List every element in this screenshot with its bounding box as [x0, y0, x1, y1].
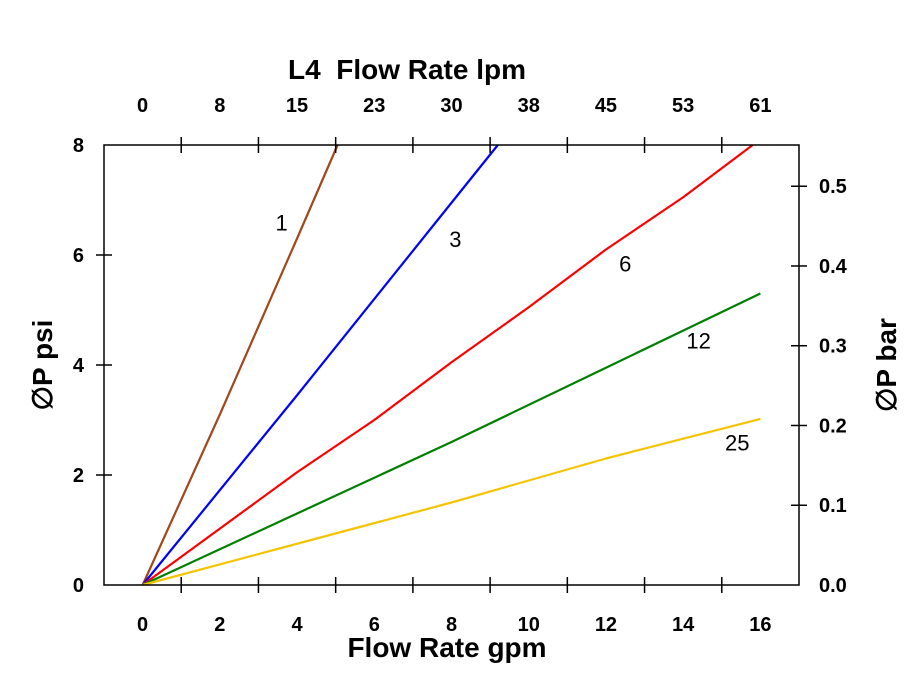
- y-tick-label: 0: [73, 575, 84, 597]
- x2-tick-label: 38: [518, 95, 540, 117]
- y-tick-label: 8: [73, 135, 84, 157]
- x-tick-label: 2: [214, 614, 225, 636]
- y-tick-label: 2: [73, 465, 84, 487]
- ticks: [96, 137, 807, 593]
- x-axis-label: Flow Rate gpm: [347, 632, 546, 663]
- chart-title: L4 Flow Rate lpm: [288, 54, 526, 85]
- y2-tick-label: 0.2: [819, 415, 847, 437]
- y-tick-label: 6: [73, 245, 84, 267]
- x2-tick-label: 61: [749, 95, 771, 117]
- y2-axis-label: ∅P bar: [871, 318, 902, 412]
- x-tick-label: 14: [672, 614, 695, 636]
- curve-label-6: 6: [619, 252, 631, 277]
- x2-tick-label: 0: [137, 95, 148, 117]
- series-line-1: [141, 144, 339, 586]
- curves: [141, 144, 761, 587]
- x-tick-label: 10: [518, 614, 540, 636]
- x-tick-label: 12: [595, 614, 617, 636]
- plot-frame: [103, 144, 800, 586]
- x-tick-label: 16: [749, 614, 771, 636]
- curve-label-12: 12: [686, 329, 710, 354]
- series-line-12: [142, 292, 761, 586]
- x2-tick-label: 30: [440, 95, 462, 117]
- curve-label-25: 25: [725, 430, 749, 455]
- y2-tick-label: 0.4: [819, 256, 848, 278]
- curve-label-3: 3: [449, 227, 461, 252]
- y-tick-label: 4: [73, 355, 85, 377]
- series-line-6: [141, 144, 754, 586]
- y2-tick-label: 0.1: [819, 495, 847, 517]
- x-tick-label: 8: [446, 614, 457, 636]
- y-axis-label: ∅P psi: [27, 320, 58, 411]
- x-tick-label: 6: [369, 614, 380, 636]
- x2-tick-label: 23: [363, 95, 385, 117]
- y2-tick-label: 0.3: [819, 336, 847, 358]
- y2-tick-label: 0.0: [819, 575, 847, 597]
- x2-tick-label: 53: [672, 95, 694, 117]
- series-line-25: [142, 417, 761, 587]
- x-tick-label: 4: [291, 614, 303, 636]
- x2-tick-label: 8: [214, 95, 225, 117]
- series-line-3: [141, 144, 499, 586]
- x2-tick-label: 45: [595, 95, 617, 117]
- curve-label-1: 1: [275, 210, 287, 235]
- tick-labels: 1 3 6 12 25 0 0 2 8 4 15 6 23 8 30 10 38 12 45 14 53 16 61 0 2 4 6…: [73, 95, 848, 636]
- x2-tick-label: 15: [286, 95, 308, 117]
- y2-tick-label: 0.5: [819, 176, 847, 198]
- x-tick-label: 0: [137, 614, 148, 636]
